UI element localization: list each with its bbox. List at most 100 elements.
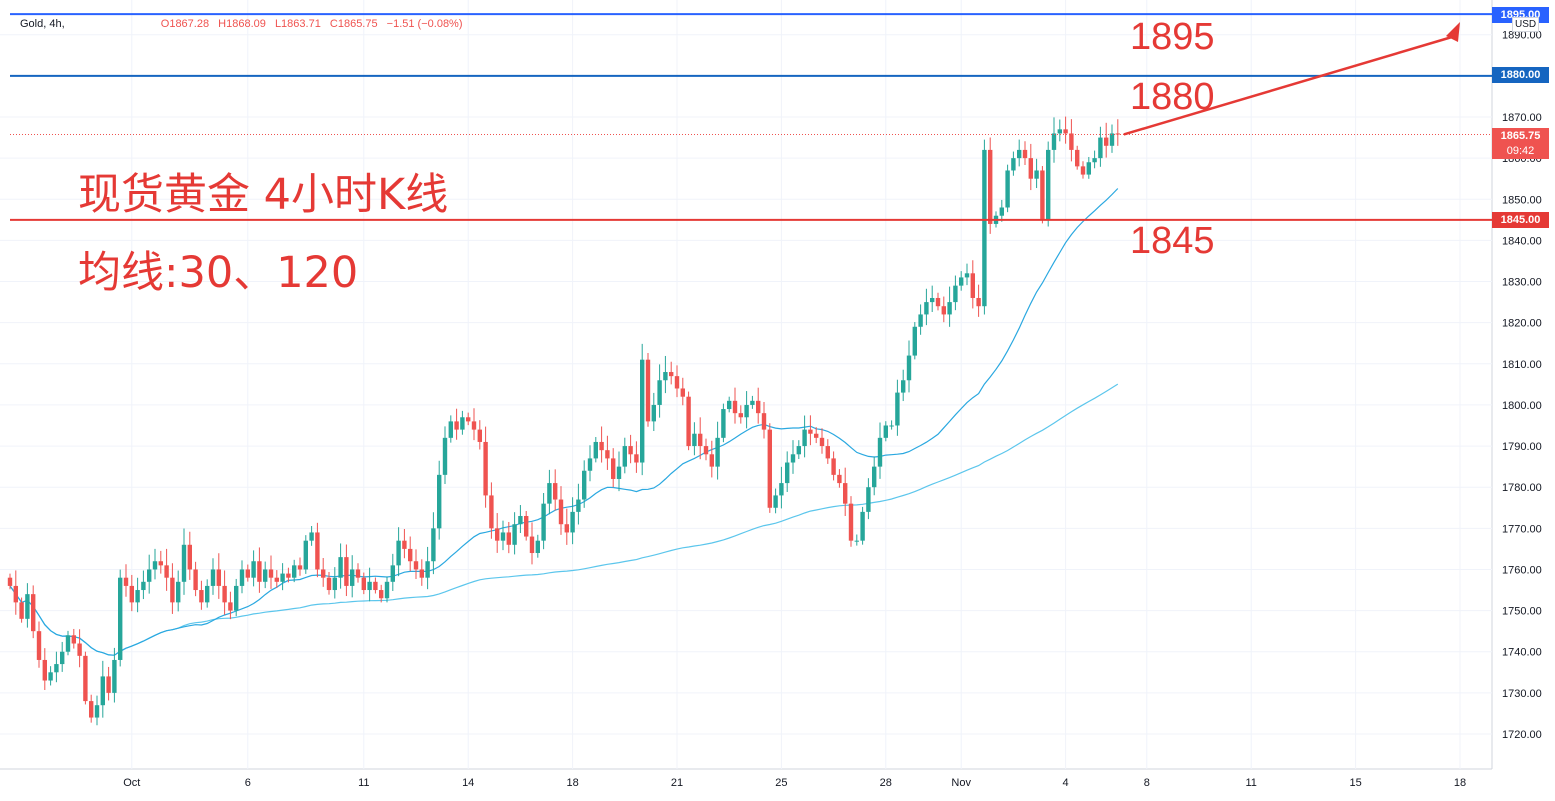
candle-body bbox=[767, 429, 772, 508]
candle-body bbox=[970, 273, 975, 298]
candle-body bbox=[779, 483, 784, 496]
candle-body bbox=[129, 585, 134, 603]
candle-body bbox=[181, 544, 187, 582]
candle-body bbox=[889, 425, 894, 427]
candle-body bbox=[756, 400, 761, 414]
candle-body bbox=[94, 705, 100, 718]
candle-body bbox=[448, 421, 453, 438]
candle-body bbox=[164, 565, 169, 578]
candle-body bbox=[518, 515, 523, 525]
candle-body bbox=[1051, 133, 1057, 150]
ma120-line bbox=[9, 383, 1119, 656]
candles-group bbox=[7, 116, 1120, 726]
x-tick-label: 14 bbox=[462, 777, 474, 789]
candle-body bbox=[1022, 149, 1028, 159]
candle-body bbox=[7, 577, 13, 586]
candle-body bbox=[854, 540, 859, 542]
candle-body bbox=[466, 417, 471, 422]
candle-body bbox=[814, 433, 819, 438]
candle-body bbox=[152, 561, 158, 570]
candle-body bbox=[135, 590, 140, 603]
y-tick-label: 1760.00 bbox=[1502, 564, 1542, 576]
candle-body bbox=[703, 446, 709, 455]
candle-body bbox=[1086, 162, 1091, 175]
candle-body bbox=[112, 659, 117, 693]
candle-body bbox=[831, 458, 836, 475]
candle-body bbox=[396, 540, 401, 566]
candle-body bbox=[640, 359, 645, 463]
candle-body bbox=[437, 474, 442, 529]
candle-body bbox=[860, 511, 865, 541]
change-value: −1.51 (−0.08%) bbox=[386, 18, 463, 30]
candle-body bbox=[808, 429, 813, 434]
candle-body bbox=[187, 544, 192, 570]
x-tick-label: Nov bbox=[951, 777, 971, 789]
candle-body bbox=[263, 569, 268, 582]
y-tick-label: 1820.00 bbox=[1502, 318, 1542, 330]
candle-body bbox=[1040, 170, 1045, 220]
candle-body bbox=[286, 573, 291, 578]
candle-body bbox=[332, 577, 337, 591]
candle-body bbox=[657, 380, 662, 405]
price-tag-1845: 1845.00 bbox=[1492, 212, 1549, 228]
candle-body bbox=[796, 446, 801, 455]
candle-body bbox=[367, 581, 372, 591]
y-tick-label: 1890.00 bbox=[1502, 30, 1542, 42]
y-tick-label: 1870.00 bbox=[1502, 112, 1542, 124]
candle-body bbox=[883, 425, 888, 438]
y-tick-label: 1790.00 bbox=[1502, 441, 1542, 453]
candle-body bbox=[837, 474, 842, 484]
candle-body bbox=[802, 429, 807, 447]
symbol-legend: Gold, 4h, O1867.28 H1868.09 L1863.71 C18… bbox=[20, 18, 469, 30]
candle-body bbox=[402, 540, 407, 549]
candle-body bbox=[750, 400, 755, 405]
candle-body bbox=[239, 569, 245, 586]
candle-body bbox=[89, 701, 94, 718]
candle-body bbox=[500, 532, 506, 541]
candle-body bbox=[785, 462, 790, 484]
candle-body bbox=[158, 561, 163, 566]
candle-body bbox=[999, 207, 1004, 216]
candle-body bbox=[924, 302, 929, 315]
candle-body bbox=[959, 277, 964, 286]
candle-body bbox=[326, 577, 332, 591]
y-tick-label: 1730.00 bbox=[1502, 688, 1542, 700]
candle-body bbox=[384, 581, 390, 599]
y-tick-label: 1770.00 bbox=[1502, 523, 1542, 535]
candle-body bbox=[1046, 149, 1051, 220]
candle-body bbox=[228, 602, 233, 611]
candle-body bbox=[36, 631, 42, 660]
candle-body bbox=[373, 581, 378, 591]
candle-body bbox=[564, 524, 569, 533]
candle-body bbox=[1011, 158, 1016, 171]
candle-body bbox=[1092, 158, 1097, 163]
candle-body bbox=[1017, 149, 1022, 159]
candle-body bbox=[866, 487, 871, 512]
candle-body bbox=[582, 470, 587, 500]
currency-label: USD bbox=[1512, 17, 1540, 32]
candle-body bbox=[297, 565, 303, 570]
candle-body bbox=[118, 577, 123, 660]
candle-body bbox=[895, 392, 900, 426]
candle-body bbox=[495, 528, 500, 541]
price-tag-current: 1865.75 bbox=[1492, 128, 1549, 144]
candle-body bbox=[715, 437, 720, 467]
candle-body bbox=[727, 400, 732, 410]
candle-body bbox=[477, 429, 482, 442]
candle-body bbox=[669, 372, 674, 377]
candle-body bbox=[106, 676, 111, 693]
candle-body bbox=[199, 590, 204, 603]
level-label-1880: 1880 bbox=[1130, 76, 1215, 118]
candle-body bbox=[721, 409, 726, 438]
candle-body bbox=[901, 380, 906, 393]
open-value: O1867.28 bbox=[160, 18, 210, 30]
x-tick-label: 11 bbox=[1245, 777, 1256, 789]
candle-body bbox=[599, 441, 604, 451]
candle-body bbox=[338, 557, 343, 578]
x-tick-label: 15 bbox=[1349, 777, 1361, 789]
y-tick-label: 1740.00 bbox=[1502, 647, 1542, 659]
candle-body bbox=[524, 515, 529, 537]
candle-body bbox=[454, 421, 459, 430]
